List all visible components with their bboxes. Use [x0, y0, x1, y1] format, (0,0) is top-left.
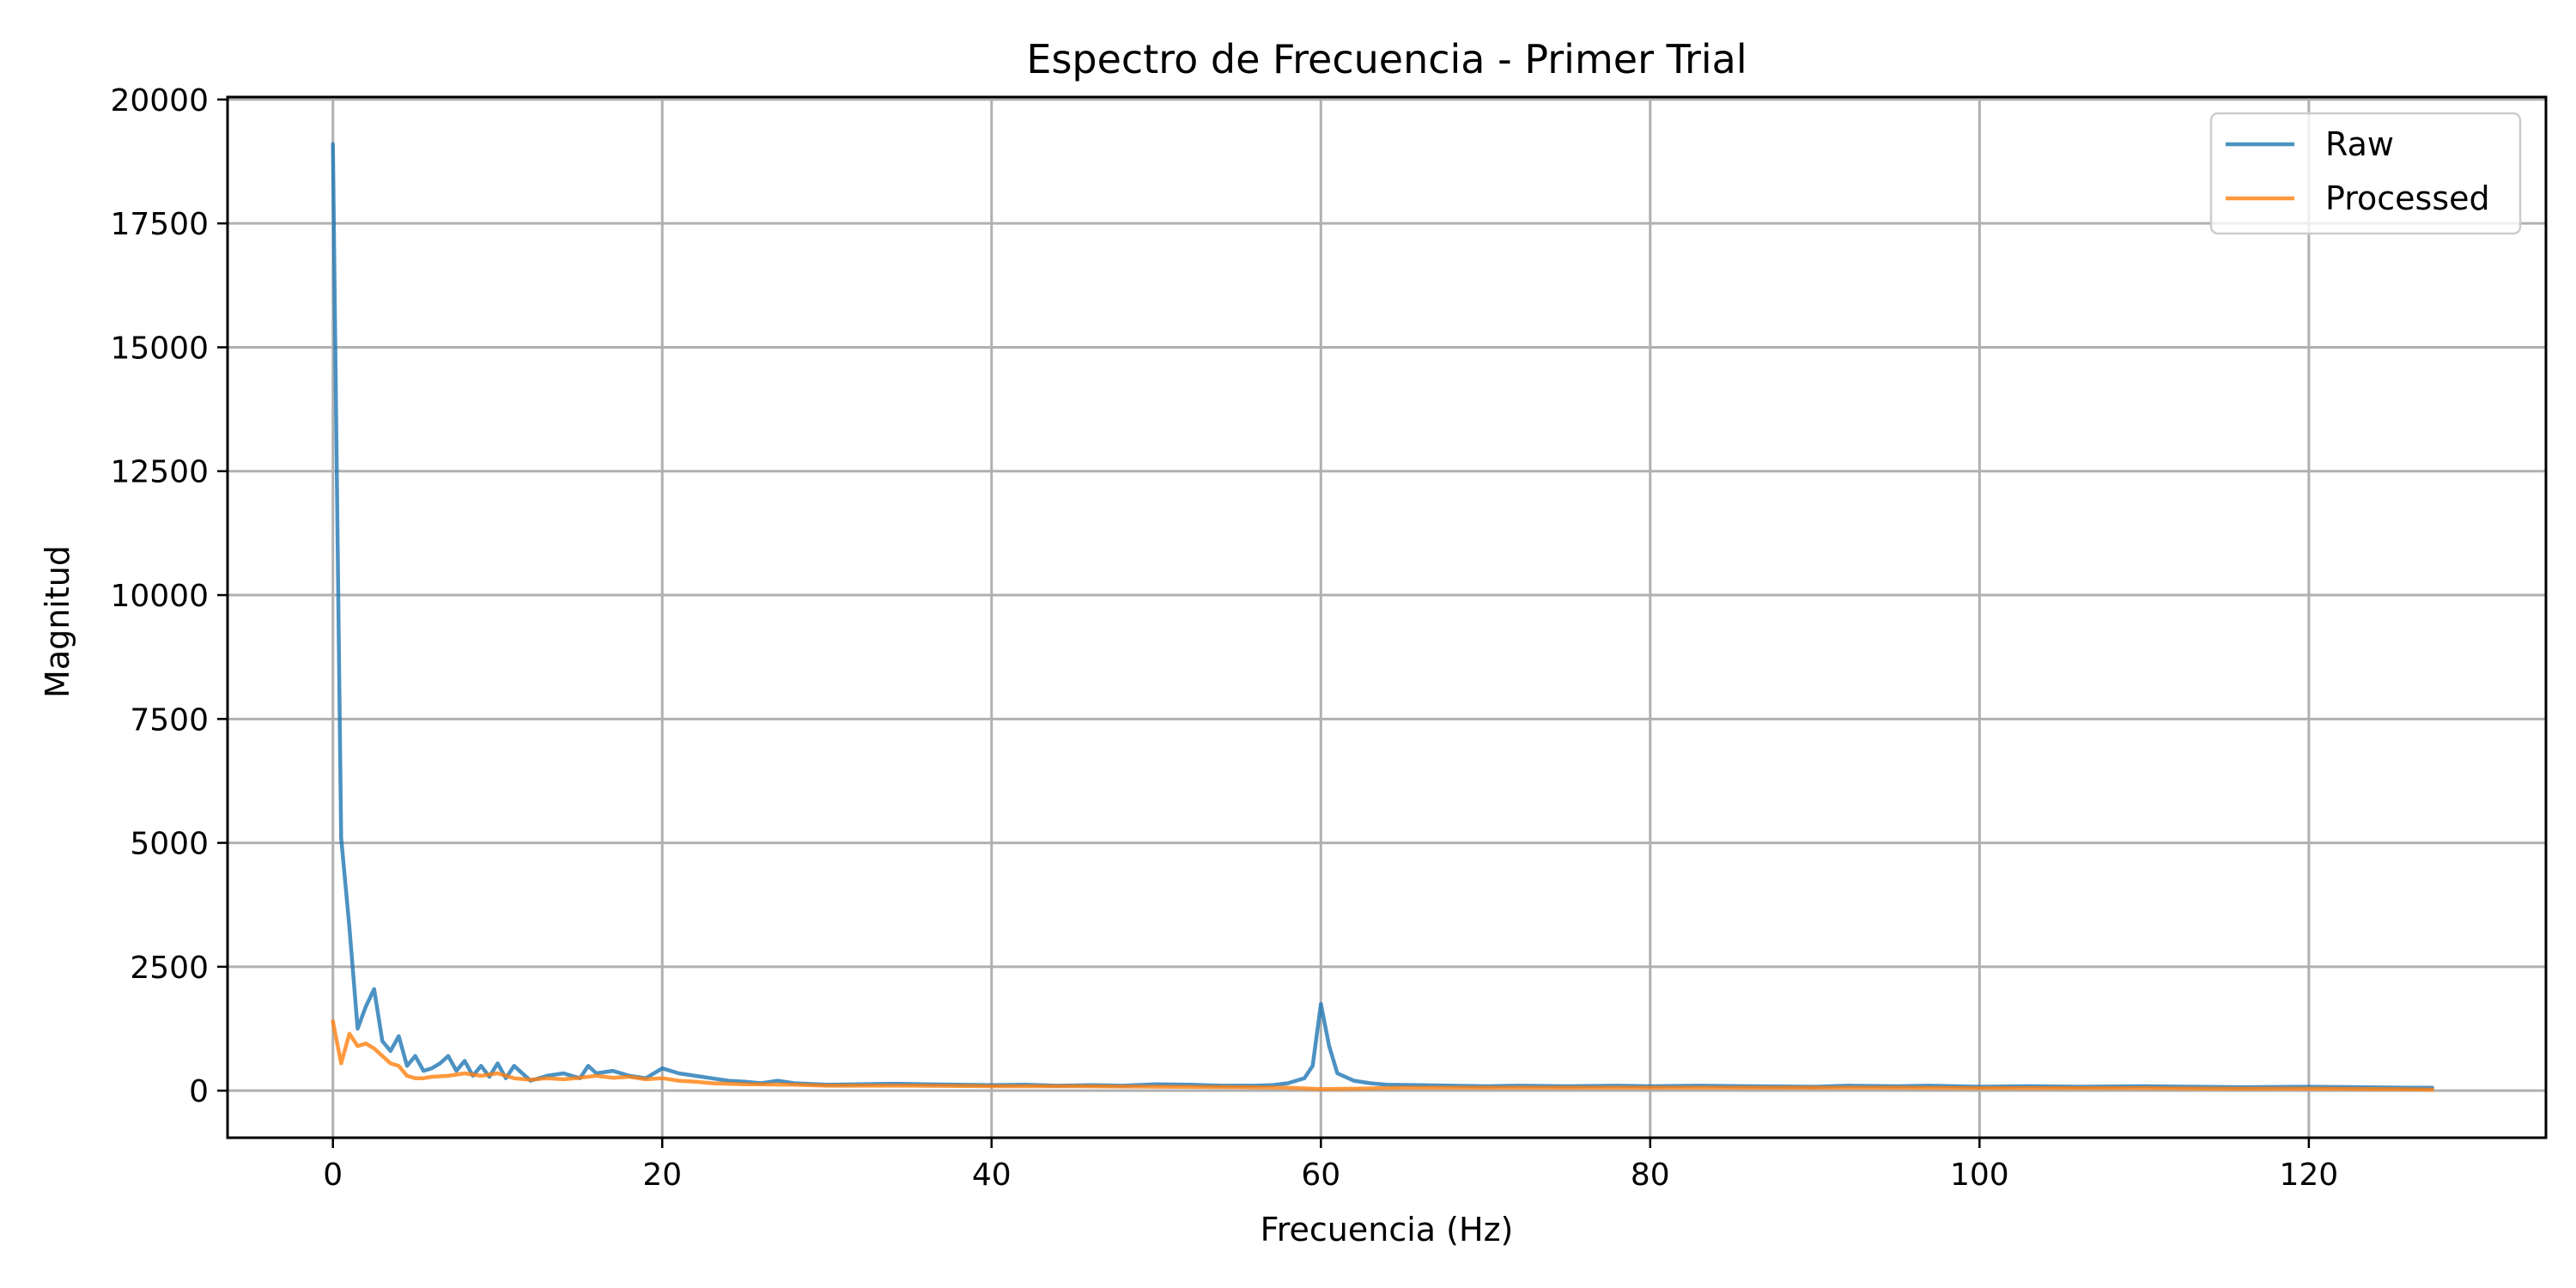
x-tick-label: 40	[972, 1157, 1012, 1193]
x-axis-label: Frecuencia (Hz)	[1261, 1211, 1514, 1249]
y-tick-label: 15000	[110, 331, 209, 366]
y-tick-label: 5000	[130, 827, 209, 862]
y-tick-label: 17500	[110, 207, 209, 242]
y-tick-label: 7500	[130, 702, 209, 738]
y-tick-label: 12500	[110, 455, 209, 490]
grid	[228, 97, 2546, 1138]
legend-label-processed: Processed	[2325, 179, 2490, 217]
y-tick-label: 10000	[110, 579, 209, 614]
chart-title: Espectro de Frecuencia - Primer Trial	[1026, 36, 1747, 82]
x-tick-label: 120	[2280, 1157, 2339, 1193]
y-tick-label: 0	[189, 1074, 209, 1109]
legend: Raw Processed	[2209, 112, 2522, 235]
x-tick-label: 60	[1301, 1157, 1340, 1193]
series-line-processed	[331, 1019, 2434, 1092]
legend-label-raw: Raw	[2325, 125, 2394, 163]
x-tick-label: 100	[1950, 1157, 2009, 1193]
x-tick-label: 80	[1631, 1157, 1670, 1193]
y-tick-label: 20000	[110, 83, 209, 118]
x-tick-label: 20	[642, 1157, 682, 1193]
series-layer	[331, 142, 2434, 1092]
y-tick-label: 2500	[130, 951, 209, 986]
y-axis-label: Magnitud	[39, 545, 76, 698]
plot-frame	[226, 95, 2548, 1139]
ticks: 0 20 40 60 80 100 120 0 2500 5000 7500 10000 12500 15…	[110, 83, 2338, 1193]
x-tick-label: 0	[323, 1157, 343, 1193]
